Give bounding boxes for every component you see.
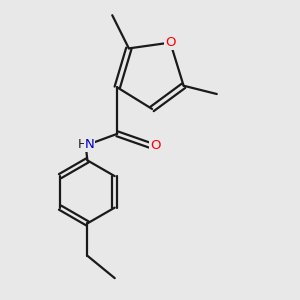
Text: N: N — [85, 138, 95, 151]
Text: O: O — [165, 36, 175, 49]
Text: O: O — [150, 139, 160, 152]
Text: H: H — [78, 138, 87, 151]
